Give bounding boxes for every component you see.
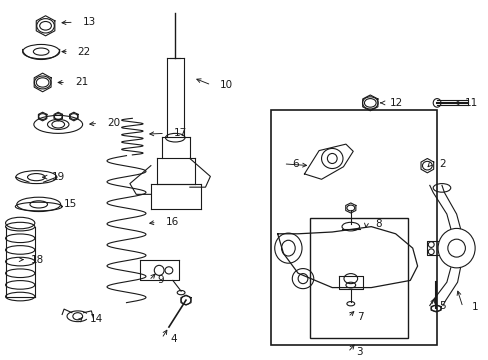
- Text: 9: 9: [158, 275, 164, 285]
- Text: 22: 22: [78, 46, 91, 57]
- Text: 4: 4: [170, 333, 177, 343]
- Text: 1: 1: [471, 302, 477, 312]
- Text: 3: 3: [356, 347, 363, 357]
- Text: 12: 12: [389, 98, 402, 108]
- Text: 5: 5: [439, 301, 445, 311]
- Text: 8: 8: [374, 219, 381, 229]
- Text: 7: 7: [356, 312, 363, 322]
- Text: 6: 6: [292, 159, 298, 169]
- Text: 21: 21: [75, 77, 88, 87]
- Bar: [271, 110, 436, 345]
- Text: 17: 17: [173, 129, 187, 138]
- Text: 20: 20: [107, 118, 120, 128]
- Text: 2: 2: [439, 159, 445, 169]
- Text: 19: 19: [52, 172, 65, 182]
- Text: 14: 14: [89, 314, 102, 324]
- Text: 13: 13: [82, 17, 96, 27]
- Text: 15: 15: [64, 199, 77, 210]
- Text: 16: 16: [165, 217, 179, 227]
- Text: 11: 11: [464, 98, 477, 108]
- Bar: [310, 218, 407, 338]
- Text: 10: 10: [220, 80, 233, 90]
- Text: 18: 18: [31, 255, 44, 265]
